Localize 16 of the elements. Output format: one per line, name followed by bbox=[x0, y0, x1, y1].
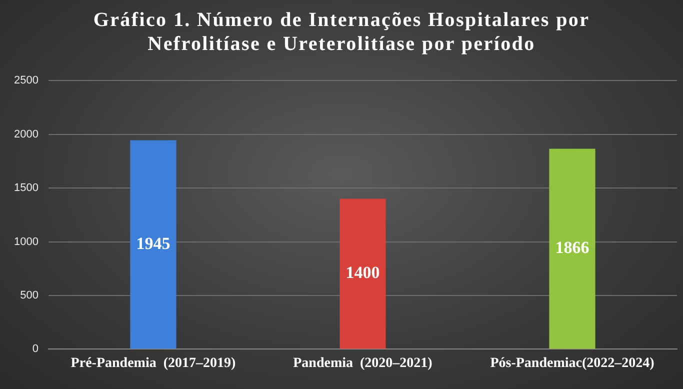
y-tick-label: 0 bbox=[32, 343, 38, 356]
y-tick-label: 2000 bbox=[14, 128, 38, 140]
y-tick-label: 2500 bbox=[14, 74, 38, 87]
x-tick-label: Pré-Pandemia (2017–2019) bbox=[70, 356, 236, 372]
bar bbox=[340, 198, 386, 349]
bar bbox=[130, 140, 176, 349]
bar bbox=[549, 148, 596, 349]
x-tick-label: Pandemia (2020–2021) bbox=[293, 356, 433, 372]
y-tick-label: 500 bbox=[20, 290, 38, 302]
chart-title: Gráfico 1. Número de Internações Hospitalares por Nefrolitíase e Ureterolitíase por período bbox=[92, 8, 591, 56]
data-label: 1400 bbox=[346, 263, 380, 282]
y-tick-label: 1500 bbox=[14, 182, 38, 194]
data-label: 1945 bbox=[136, 234, 170, 253]
y-tick-label: 1000 bbox=[14, 236, 38, 248]
x-tick-label: Pós-Pandemiac(2022–2024) bbox=[490, 356, 655, 372]
data-label: 1866 bbox=[555, 238, 590, 258]
